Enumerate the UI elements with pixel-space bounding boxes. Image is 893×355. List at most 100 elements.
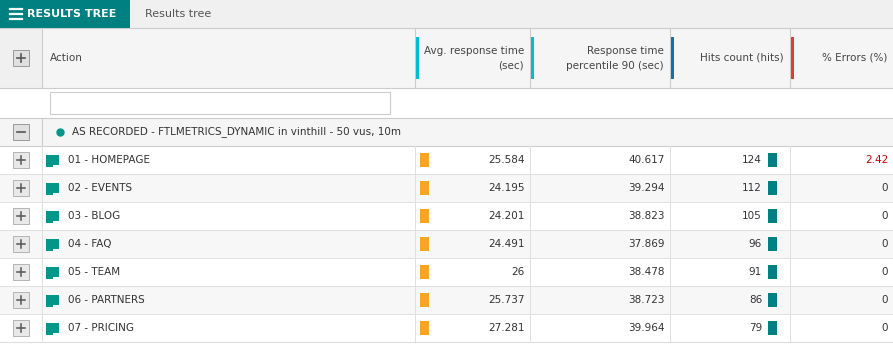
Bar xyxy=(13,152,29,168)
Text: 39.294: 39.294 xyxy=(629,183,665,193)
Bar xyxy=(0,88,893,118)
Bar xyxy=(46,267,59,277)
Text: 27.281: 27.281 xyxy=(488,323,525,333)
Text: 01 - HOMEPAGE: 01 - HOMEPAGE xyxy=(68,155,150,165)
Text: 0: 0 xyxy=(881,267,888,277)
Bar xyxy=(46,211,59,221)
Bar xyxy=(420,153,429,167)
Bar xyxy=(671,37,674,79)
Text: 04 - FAQ: 04 - FAQ xyxy=(68,239,112,249)
Text: 0: 0 xyxy=(881,323,888,333)
Bar xyxy=(46,155,59,165)
Text: 24.195: 24.195 xyxy=(488,183,525,193)
Bar xyxy=(46,323,59,333)
Text: 40.617: 40.617 xyxy=(629,155,665,165)
Text: % Errors (%): % Errors (%) xyxy=(822,53,887,63)
Text: 07 - PRICING: 07 - PRICING xyxy=(68,323,134,333)
Bar xyxy=(0,28,42,88)
Bar xyxy=(420,237,429,251)
Text: 24.491: 24.491 xyxy=(488,239,525,249)
Text: 38.823: 38.823 xyxy=(629,211,665,221)
Text: 38.478: 38.478 xyxy=(629,267,665,277)
Text: 124: 124 xyxy=(742,155,762,165)
Text: 0: 0 xyxy=(881,183,888,193)
Bar xyxy=(0,28,893,88)
Bar xyxy=(420,209,429,223)
Bar xyxy=(0,230,893,258)
Bar xyxy=(420,181,429,195)
Bar xyxy=(420,293,429,307)
Bar xyxy=(420,321,429,335)
Bar xyxy=(0,146,893,174)
Bar xyxy=(768,321,777,335)
Bar xyxy=(13,292,29,308)
Bar xyxy=(0,314,893,342)
Bar xyxy=(46,220,53,223)
Bar xyxy=(13,50,29,66)
Bar xyxy=(791,37,794,79)
Text: 39.964: 39.964 xyxy=(629,323,665,333)
Bar xyxy=(46,192,53,195)
Bar xyxy=(0,0,130,28)
Text: 37.869: 37.869 xyxy=(629,239,665,249)
Text: 86: 86 xyxy=(748,295,762,305)
Text: 0: 0 xyxy=(881,211,888,221)
Text: 03 - BLOG: 03 - BLOG xyxy=(68,211,121,221)
Text: Avg. response time: Avg. response time xyxy=(424,46,524,56)
Text: percentile 90 (sec): percentile 90 (sec) xyxy=(566,61,664,71)
Bar xyxy=(13,320,29,336)
Bar xyxy=(768,237,777,251)
Bar xyxy=(50,92,390,114)
Bar xyxy=(768,209,777,223)
Text: (sec): (sec) xyxy=(498,61,524,71)
Text: 05 - TEAM: 05 - TEAM xyxy=(68,267,121,277)
Bar xyxy=(46,248,53,251)
Bar xyxy=(768,265,777,279)
Bar xyxy=(46,183,59,193)
Text: 79: 79 xyxy=(748,323,762,333)
Text: Hits count (hits): Hits count (hits) xyxy=(700,53,784,63)
Bar xyxy=(0,202,893,230)
Text: 105: 105 xyxy=(742,211,762,221)
Text: Response time: Response time xyxy=(587,46,664,56)
Text: 0: 0 xyxy=(881,239,888,249)
Text: 91: 91 xyxy=(748,267,762,277)
Text: 0: 0 xyxy=(881,295,888,305)
Bar xyxy=(0,174,893,202)
Text: Action: Action xyxy=(50,53,83,63)
Bar xyxy=(130,0,893,28)
Bar xyxy=(46,239,59,249)
Text: Results tree: Results tree xyxy=(145,9,212,19)
Bar xyxy=(46,332,53,335)
Text: 02 - EVENTS: 02 - EVENTS xyxy=(68,183,132,193)
Text: 24.201: 24.201 xyxy=(488,211,525,221)
Bar xyxy=(13,124,29,140)
Bar xyxy=(0,258,893,286)
Bar xyxy=(46,295,59,305)
Bar xyxy=(0,118,893,146)
Bar xyxy=(531,37,534,79)
Bar xyxy=(768,293,777,307)
Text: RESULTS TREE: RESULTS TREE xyxy=(27,9,116,19)
Text: 2.42: 2.42 xyxy=(864,155,888,165)
Bar xyxy=(13,180,29,196)
Bar xyxy=(0,286,893,314)
Bar xyxy=(46,276,53,279)
Text: 26: 26 xyxy=(512,267,525,277)
Bar xyxy=(46,164,53,167)
Bar xyxy=(46,304,53,307)
Text: 06 - PARTNERS: 06 - PARTNERS xyxy=(68,295,145,305)
Text: 25.737: 25.737 xyxy=(488,295,525,305)
Bar xyxy=(13,208,29,224)
Text: 96: 96 xyxy=(748,239,762,249)
Bar xyxy=(420,265,429,279)
Bar xyxy=(768,181,777,195)
Bar xyxy=(13,236,29,252)
Bar xyxy=(768,153,777,167)
Text: 112: 112 xyxy=(742,183,762,193)
Bar xyxy=(416,37,419,79)
Text: AS RECORDED - FTLMETRICS_DYNAMIC in vinthill - 50 vus, 10m: AS RECORDED - FTLMETRICS_DYNAMIC in vint… xyxy=(72,126,401,137)
Text: 25.584: 25.584 xyxy=(488,155,525,165)
Bar xyxy=(13,264,29,280)
Text: 38.723: 38.723 xyxy=(629,295,665,305)
